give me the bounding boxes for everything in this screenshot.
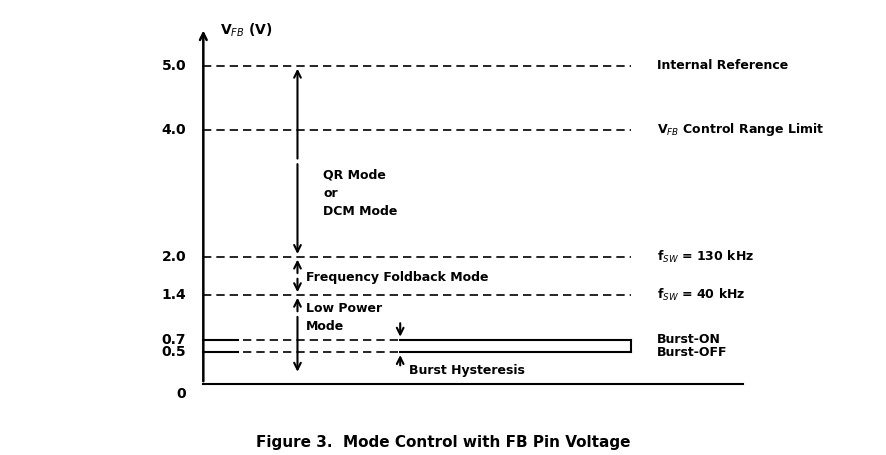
- Text: QR Mode
or
DCM Mode: QR Mode or DCM Mode: [323, 169, 398, 217]
- Text: 0: 0: [176, 387, 186, 401]
- Text: V$_{FB}$ (V): V$_{FB}$ (V): [221, 21, 273, 39]
- Text: 0.5: 0.5: [161, 345, 186, 359]
- Text: Burst-OFF: Burst-OFF: [657, 346, 727, 359]
- Text: Figure 3.  Mode Control with FB Pin Voltage: Figure 3. Mode Control with FB Pin Volta…: [256, 435, 630, 450]
- Text: 5.0: 5.0: [161, 59, 186, 73]
- Text: Frequency Foldback Mode: Frequency Foldback Mode: [306, 271, 488, 283]
- Text: f$_{SW}$ = 40 kHz: f$_{SW}$ = 40 kHz: [657, 287, 745, 303]
- Text: 0.7: 0.7: [162, 333, 186, 347]
- Text: Burst Hysteresis: Burst Hysteresis: [408, 364, 525, 377]
- Text: 4.0: 4.0: [161, 122, 186, 136]
- Text: 2.0: 2.0: [161, 250, 186, 264]
- Text: Burst-ON: Burst-ON: [657, 333, 721, 346]
- Text: Low Power
Mode: Low Power Mode: [306, 302, 382, 333]
- Text: 1.4: 1.4: [161, 288, 186, 302]
- Text: V$_{FB}$ Control Range Limit: V$_{FB}$ Control Range Limit: [657, 121, 825, 138]
- Text: f$_{SW}$ = 130 kHz: f$_{SW}$ = 130 kHz: [657, 249, 754, 265]
- Text: Internal Reference: Internal Reference: [657, 60, 789, 72]
